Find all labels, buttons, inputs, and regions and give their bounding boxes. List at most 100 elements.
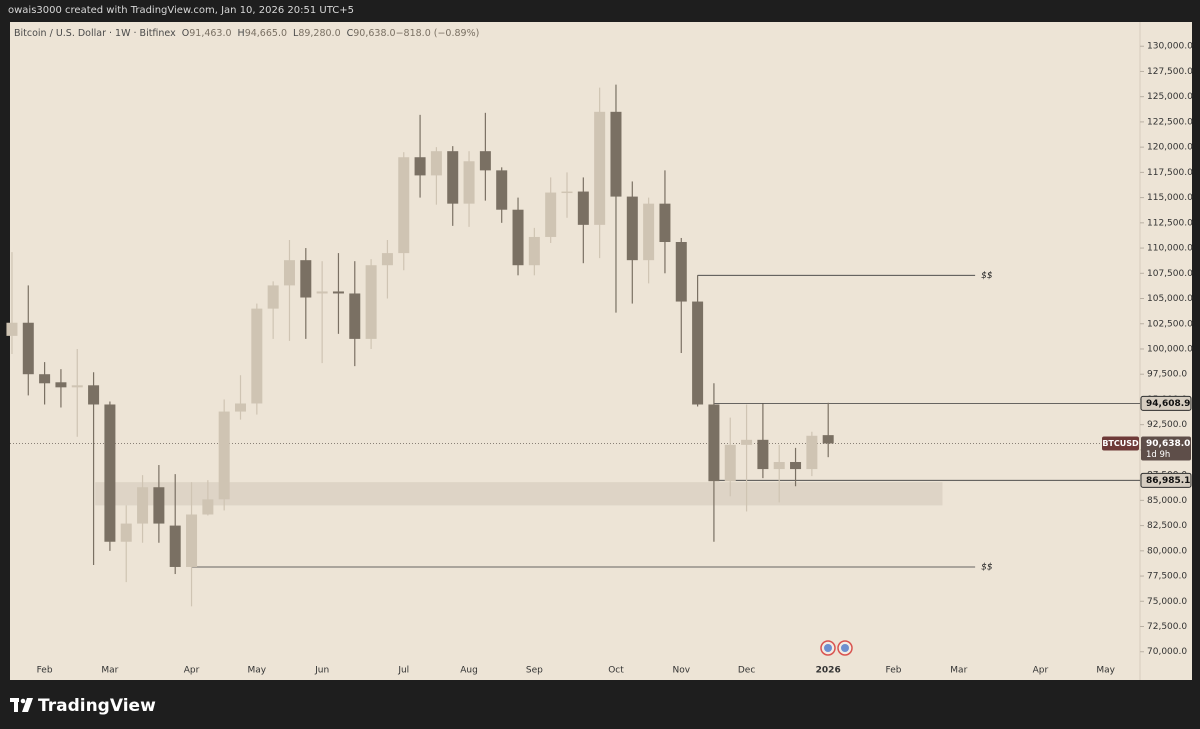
x-tick-label: Mar bbox=[950, 666, 967, 676]
flag bbox=[841, 644, 849, 652]
candle-body bbox=[790, 462, 802, 470]
candle-body bbox=[414, 157, 426, 176]
candle-body bbox=[251, 308, 263, 404]
candle-body bbox=[741, 439, 753, 445]
candle-body bbox=[55, 382, 67, 388]
candle-body bbox=[283, 260, 295, 286]
y-tick-label: 125,000.0 bbox=[1147, 92, 1193, 102]
last-price-box bbox=[1141, 436, 1191, 461]
level-price-label: 86,985.1 bbox=[1146, 476, 1190, 486]
symbol-box bbox=[1102, 436, 1139, 451]
x-tick-label: May bbox=[248, 666, 267, 676]
x-tick-label: Nov bbox=[672, 666, 690, 676]
candle-body bbox=[332, 291, 344, 294]
legend: Bitcoin / U.S. Dollar · 1W · Bitfinex O91… bbox=[14, 28, 479, 39]
candle-body bbox=[71, 385, 83, 388]
y-tick-label: 72,500.0 bbox=[1147, 622, 1187, 632]
x-tick-label: Jul bbox=[397, 666, 409, 676]
candle-body bbox=[528, 236, 540, 266]
y-tick-label: 117,500.0 bbox=[1147, 168, 1193, 178]
y-tick-label: 80,000.0 bbox=[1147, 546, 1187, 556]
candle-body bbox=[6, 322, 18, 336]
candle-body bbox=[22, 322, 34, 375]
candle-body bbox=[692, 301, 704, 405]
x-tick-label: May bbox=[1096, 666, 1115, 676]
y-tick-label: 97,500.0 bbox=[1147, 370, 1187, 380]
x-tick-label: Dec bbox=[738, 666, 755, 676]
last-price-label: 90,638.0 bbox=[1146, 439, 1190, 449]
legend-value: 94,665.0 bbox=[245, 28, 287, 39]
legend-value: −818.0 (−0.89%) bbox=[396, 28, 480, 39]
x-tick-label: Apr bbox=[1033, 666, 1049, 676]
level-price-label: 94,608.9 bbox=[1146, 399, 1190, 409]
candle-body bbox=[822, 435, 834, 444]
candle-body bbox=[235, 403, 247, 412]
candle-body bbox=[545, 192, 557, 237]
candle-body bbox=[120, 523, 132, 542]
candle-body bbox=[398, 157, 410, 254]
y-tick-label: 110,000.0 bbox=[1147, 244, 1193, 254]
x-tick-label: Mar bbox=[101, 666, 118, 676]
legend-key: H bbox=[238, 28, 245, 39]
level-price-box bbox=[1140, 472, 1192, 488]
y-tick-label: 70,000.0 bbox=[1147, 647, 1187, 657]
candle-body bbox=[577, 191, 589, 225]
y-tick-label: 120,000.0 bbox=[1147, 143, 1193, 153]
x-tick-label: Feb bbox=[37, 666, 53, 676]
level-price-box bbox=[1140, 395, 1192, 411]
y-tick-label: 102,500.0 bbox=[1147, 319, 1193, 329]
legend-key: C bbox=[347, 28, 354, 39]
symbol-title: Bitcoin / U.S. Dollar · 1W · Bitfinex bbox=[14, 28, 176, 39]
candle-body bbox=[610, 111, 622, 197]
symbol-label: BTCUSD bbox=[1102, 439, 1139, 448]
event-flags bbox=[820, 640, 853, 656]
candle-body bbox=[316, 291, 328, 294]
candle-body bbox=[300, 260, 312, 298]
candle-body bbox=[153, 487, 165, 524]
candle-body bbox=[708, 404, 720, 482]
logo-part bbox=[20, 698, 26, 704]
candle-body bbox=[104, 404, 116, 542]
candle-body bbox=[594, 111, 606, 225]
y-tick-label: 100,000.0 bbox=[1147, 344, 1193, 354]
credit: owais3000 created with TradingView.com, … bbox=[8, 5, 354, 16]
candle-body bbox=[137, 487, 149, 524]
liquidity-label: $$ bbox=[981, 562, 993, 572]
candle-body bbox=[88, 385, 100, 405]
candle-body bbox=[626, 196, 638, 261]
legend-key: O bbox=[182, 28, 189, 39]
legend-key: L bbox=[293, 28, 299, 39]
candle-body bbox=[381, 253, 393, 266]
y-tick-label: 85,000.0 bbox=[1147, 496, 1187, 506]
legend-value: 91,463.0 bbox=[189, 28, 231, 39]
y-tick-label: 82,500.0 bbox=[1147, 521, 1187, 531]
candle-body bbox=[430, 151, 442, 176]
candle-body bbox=[512, 209, 524, 266]
x-tick-label: Oct bbox=[608, 666, 624, 676]
candle-body bbox=[675, 242, 687, 302]
y-tick-label: 115,000.0 bbox=[1147, 193, 1193, 203]
candle-body bbox=[643, 203, 655, 261]
candle-body bbox=[463, 161, 475, 204]
y-tick-label: 122,500.0 bbox=[1147, 117, 1193, 127]
candle-body bbox=[349, 293, 361, 339]
candle-body bbox=[806, 435, 818, 470]
x-tick-label: Jun bbox=[314, 666, 329, 676]
candle-body bbox=[773, 462, 785, 470]
candle-body bbox=[659, 203, 671, 243]
x-tick-label: Apr bbox=[184, 666, 200, 676]
y-tick-label: 130,000.0 bbox=[1147, 42, 1193, 52]
x-tick-label: Aug bbox=[460, 666, 478, 676]
brand-logo bbox=[10, 698, 33, 712]
y-tick-label: 127,500.0 bbox=[1147, 67, 1193, 77]
x-tick-label: 2026 bbox=[816, 666, 841, 676]
candle-body bbox=[757, 439, 769, 470]
y-tick-label: 107,500.0 bbox=[1147, 269, 1193, 279]
y-tick-label: 92,500.0 bbox=[1147, 420, 1187, 430]
candle-body bbox=[218, 411, 230, 500]
candle-body bbox=[561, 191, 573, 194]
candle-body bbox=[447, 151, 459, 204]
candle-body bbox=[496, 170, 508, 210]
flag bbox=[824, 644, 832, 652]
